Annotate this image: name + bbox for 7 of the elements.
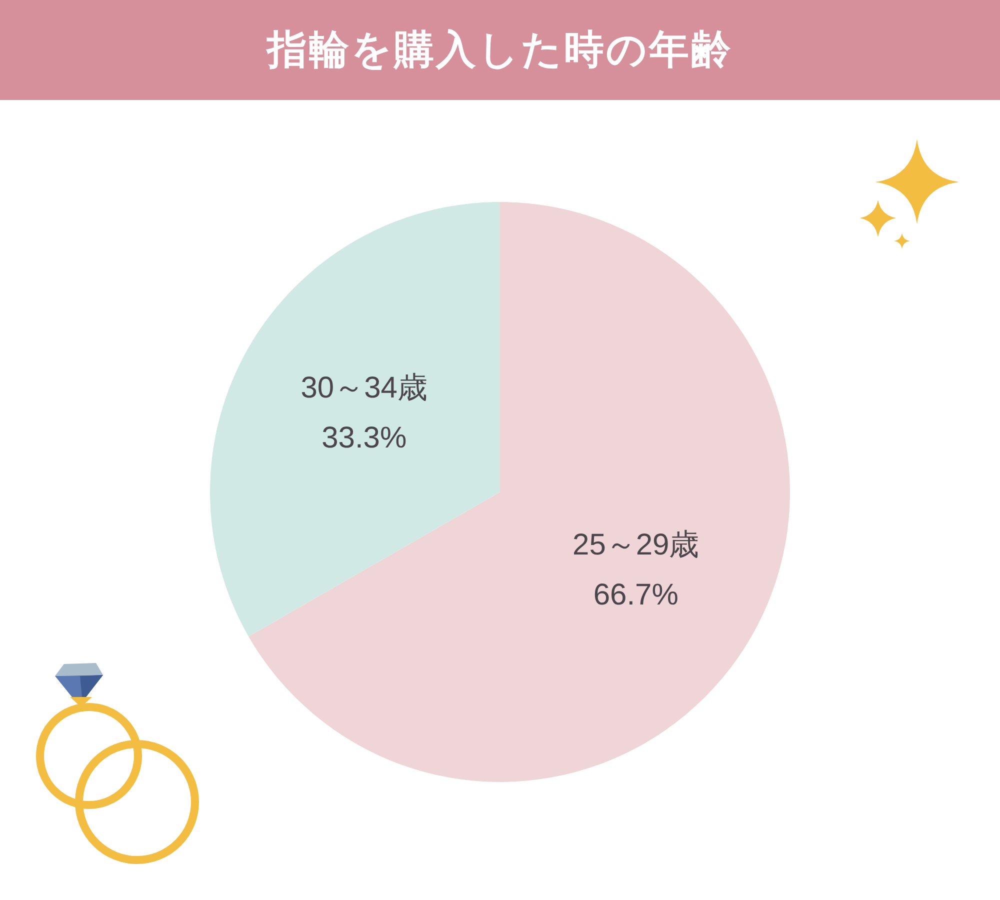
pie-slice — [248, 202, 790, 782]
chart-title: 指輪を購入した時の年齢 — [0, 0, 1000, 100]
pie-slice — [210, 202, 500, 636]
data-label: 33.3% — [322, 421, 407, 454]
data-label: 66.7% — [593, 578, 678, 612]
slice-label: 25～29歳 — [572, 528, 700, 562]
slice-label: 30～34歳 — [300, 371, 428, 404]
